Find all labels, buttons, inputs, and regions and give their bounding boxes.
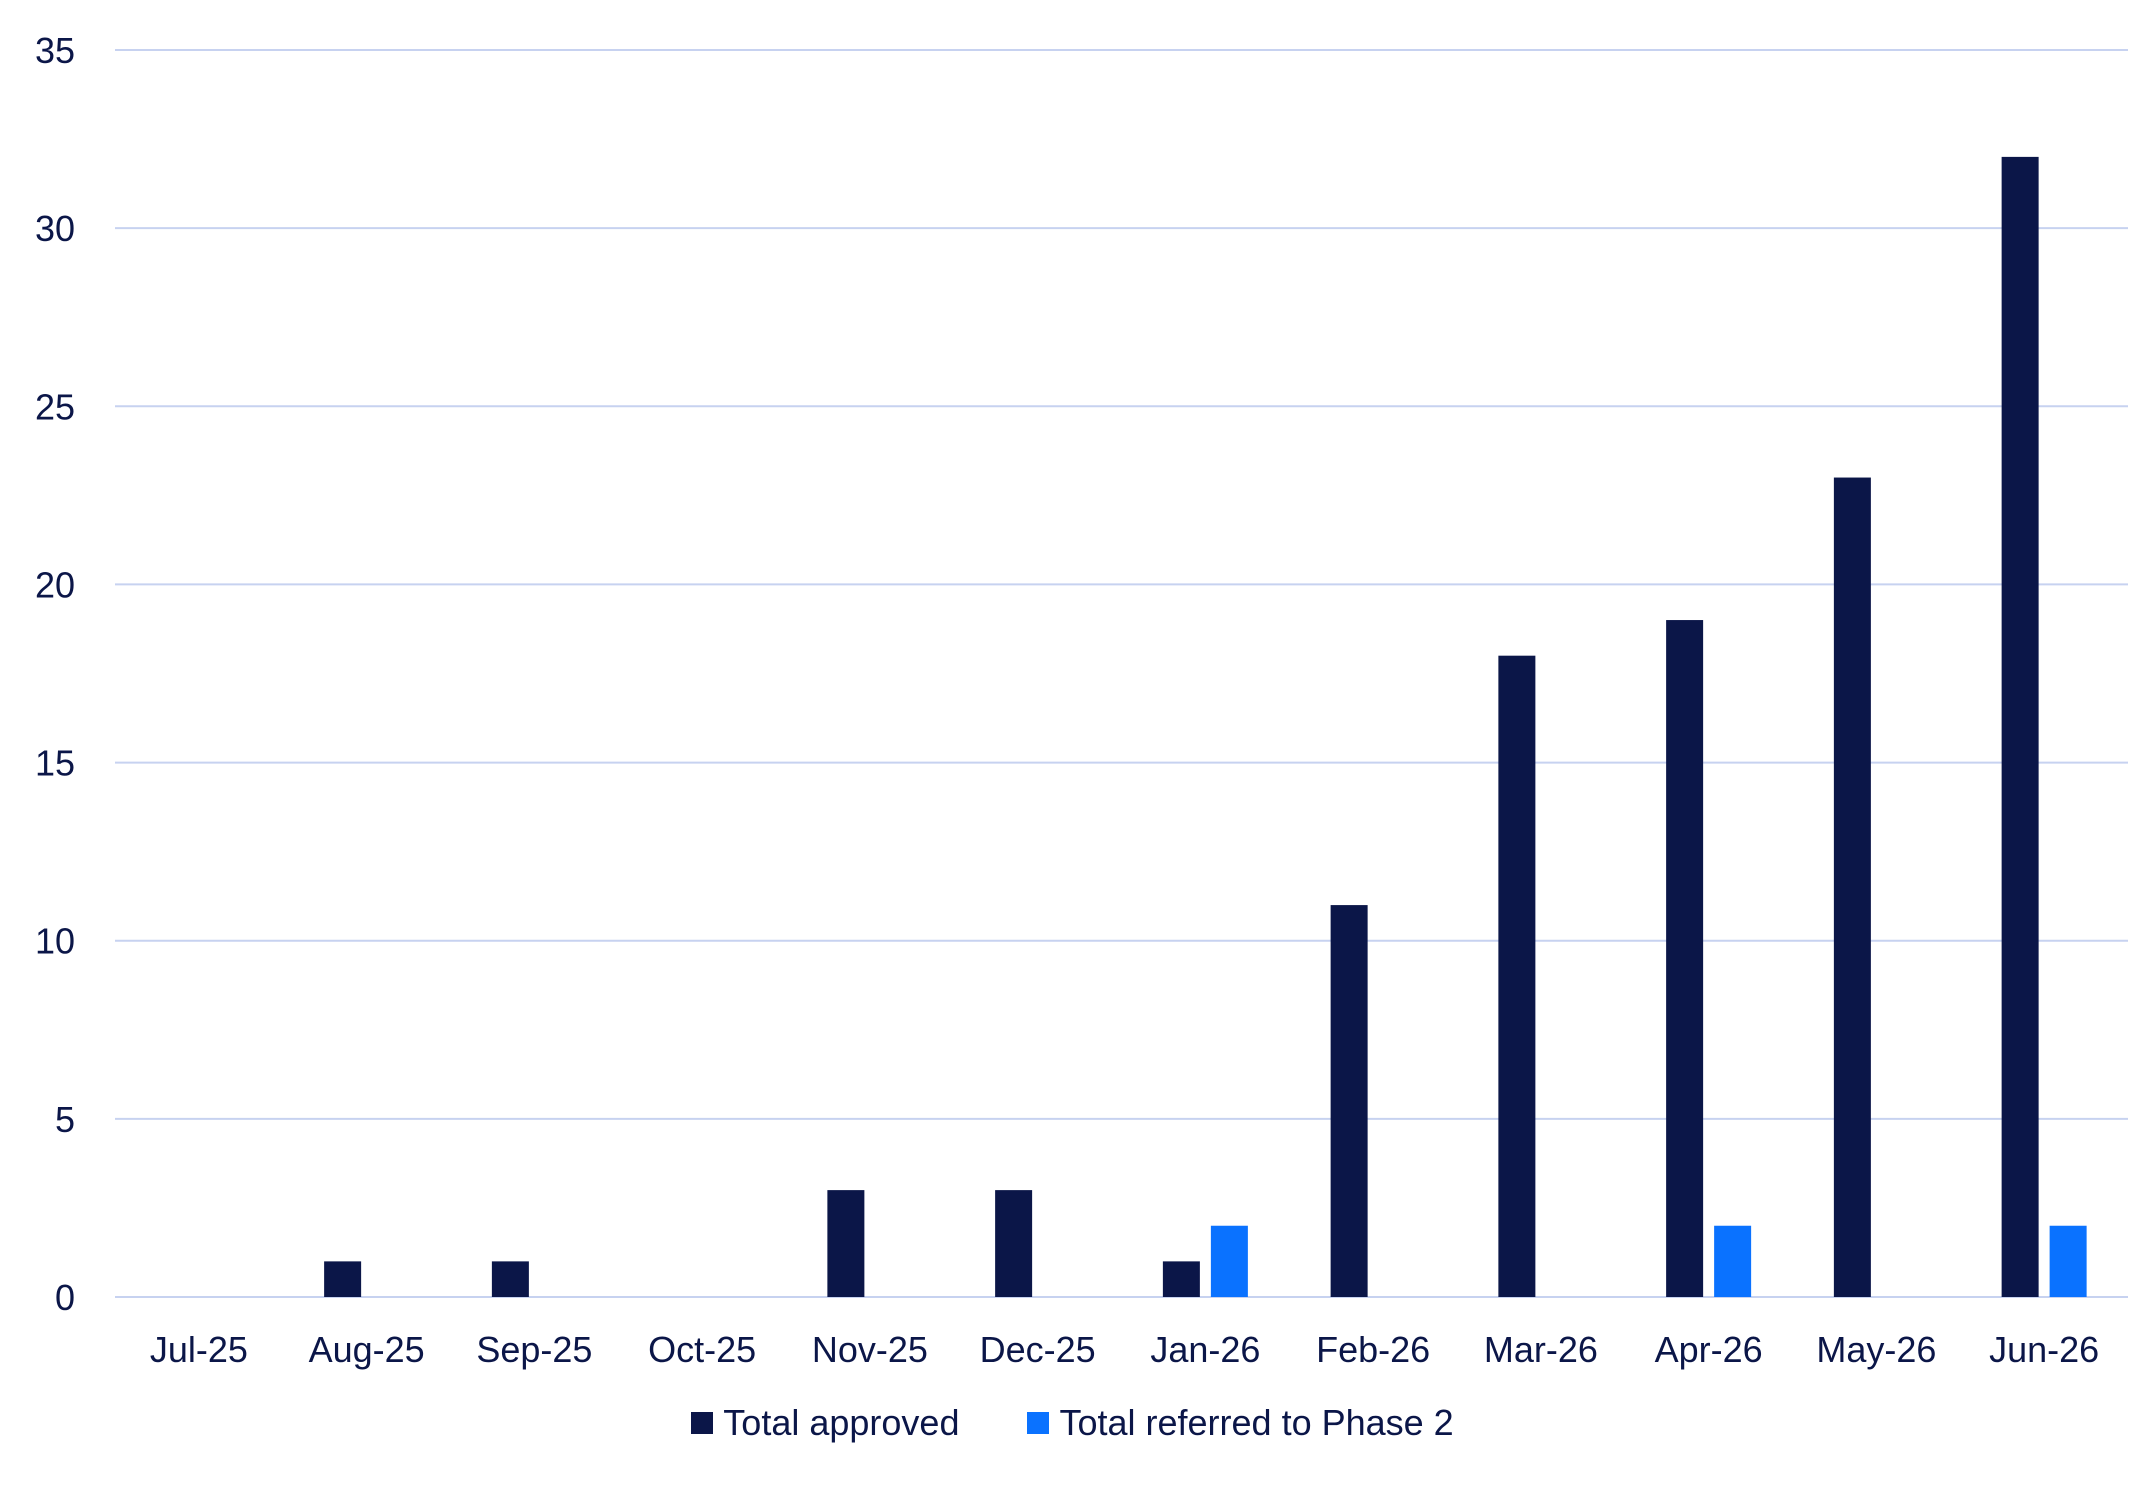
x-tick-label: Sep-25	[476, 1329, 592, 1370]
bar-total-approved	[1833, 477, 1871, 1297]
y-tick-label: 35	[35, 30, 75, 71]
x-tick-label: Nov-25	[812, 1329, 928, 1370]
x-tick-label: May-26	[1816, 1329, 1936, 1370]
y-tick-label: 20	[35, 564, 75, 605]
gridlines	[115, 49, 2128, 1298]
bar-total-approved	[827, 1190, 865, 1297]
bar-total-referred	[1210, 1225, 1248, 1297]
legend-swatch	[691, 1412, 714, 1434]
y-axis-ticks: 0 5 10 15 20 25 30 35	[35, 30, 75, 1318]
bar-total-approved	[324, 1261, 362, 1297]
legend-swatch	[1027, 1412, 1050, 1434]
bar-total-approved	[2001, 156, 2039, 1297]
x-tick-label: Mar-26	[1484, 1329, 1598, 1370]
bar-total-referred	[2049, 1225, 2087, 1297]
bar-total-approved	[1666, 620, 1704, 1297]
bar-total-approved	[491, 1261, 529, 1297]
x-tick-label: Oct-25	[648, 1329, 756, 1370]
bar-total-approved	[1330, 905, 1368, 1297]
legend-item: Total referred to Phase 2	[1027, 1402, 1454, 1444]
x-axis-ticks: Jul-25 Aug-25 Sep-25 Oct-25 Nov-25 Dec-25 Jan-…	[150, 1329, 2099, 1370]
x-tick-label: Apr-26	[1655, 1329, 1763, 1370]
bar-total-approved	[1498, 655, 1536, 1297]
y-tick-label: 0	[55, 1277, 75, 1318]
bars	[324, 156, 2087, 1297]
legend-label: Total approved	[723, 1402, 960, 1443]
x-tick-label: Jan-26	[1150, 1329, 1260, 1370]
legend-label: Total referred to Phase 2	[1059, 1402, 1454, 1443]
y-tick-label: 30	[35, 208, 75, 249]
bar-total-referred	[1714, 1225, 1752, 1297]
x-tick-label: Jun-26	[1989, 1329, 2099, 1370]
x-tick-label: Dec-25	[980, 1329, 1096, 1370]
y-tick-label: 15	[35, 743, 75, 784]
x-tick-label: Aug-25	[309, 1329, 425, 1370]
y-tick-label: 25	[35, 386, 75, 427]
chart-legend: Total approved Total referred to Phase 2	[0, 1402, 2145, 1444]
bar-total-approved	[995, 1190, 1033, 1297]
y-tick-label: 5	[55, 1099, 75, 1140]
legend-item: Total approved	[691, 1402, 959, 1444]
x-tick-label: Feb-26	[1316, 1329, 1430, 1370]
y-tick-label: 10	[35, 921, 75, 962]
bar-total-approved	[1162, 1261, 1200, 1297]
x-tick-label: Jul-25	[150, 1329, 248, 1370]
